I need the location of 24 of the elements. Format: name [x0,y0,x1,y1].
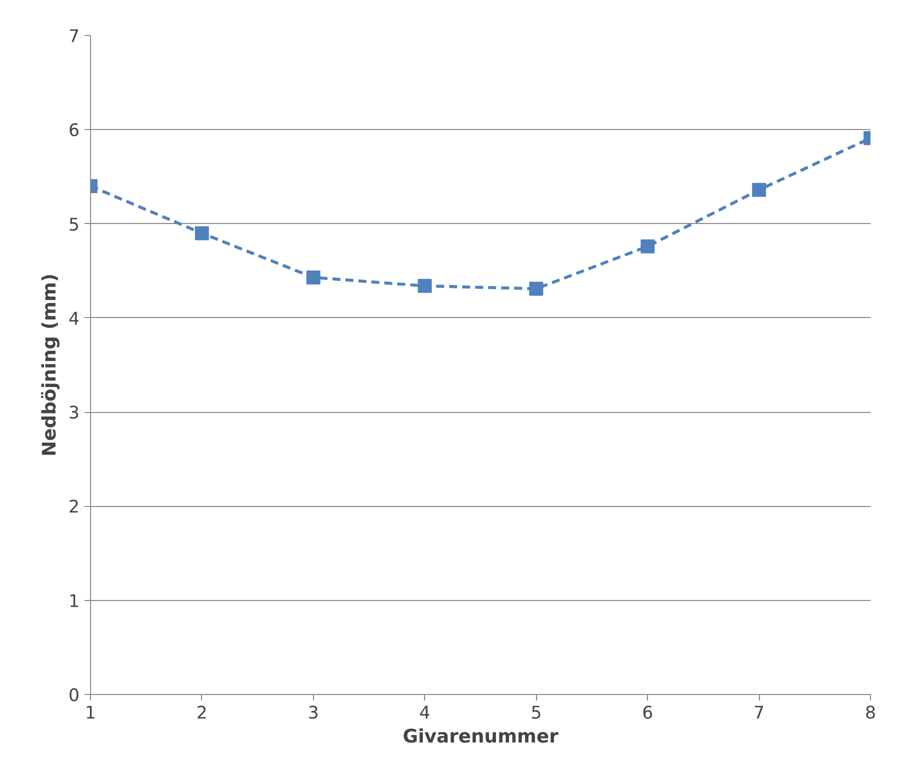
y-tick-label: 0 [68,686,80,706]
y-axis-title: Nedböjning (mm) [39,274,60,456]
point [418,278,432,293]
x-tick-label: 6 [642,704,654,724]
y-tick-label: 7 [68,27,80,47]
y-tick-label: 2 [68,498,80,518]
y-tick-label: 1 [68,592,80,612]
y-tick-label: 3 [68,404,80,424]
point [529,282,544,296]
x-tick-label: 8 [864,704,876,724]
x-tick-label: 3 [308,704,319,724]
point [752,182,766,197]
point [194,226,209,240]
x-tick-label: 4 [419,704,430,724]
x-tick-label: 7 [754,704,765,724]
point [640,239,655,254]
x-tick-label: 1 [84,704,96,724]
x-tick-label: 5 [530,704,542,724]
y-tick-label: 4 [68,309,80,330]
x-tick-label: 2 [196,704,208,724]
x-axis-title: Givarenummer [402,726,560,748]
point [306,270,320,284]
y-tick-label: 5 [68,215,80,236]
y-tick-label: 6 [68,121,80,142]
